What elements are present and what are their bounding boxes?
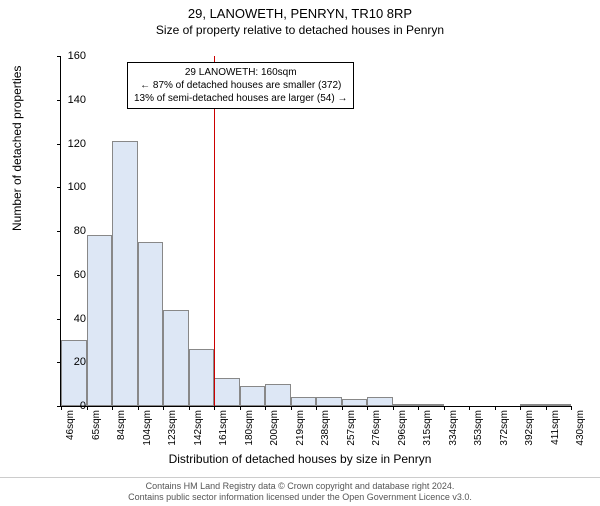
x-tick-label: 392sqm xyxy=(524,410,535,446)
histogram-bar xyxy=(546,404,572,406)
x-tick-mark xyxy=(367,406,368,410)
x-tick-mark xyxy=(469,406,470,410)
x-tick-label: 46sqm xyxy=(65,410,76,440)
x-tick-label: 161sqm xyxy=(218,410,229,446)
x-tick-mark xyxy=(189,406,190,410)
histogram-bar xyxy=(418,404,444,406)
x-tick-mark xyxy=(87,406,88,410)
histogram-bar xyxy=(342,399,368,406)
histogram-bar xyxy=(138,242,164,406)
x-tick-mark xyxy=(393,406,394,410)
x-tick-label: 123sqm xyxy=(167,410,178,446)
x-tick-label: 104sqm xyxy=(142,410,153,446)
y-tick-label: 80 xyxy=(56,225,86,237)
y-tick-label: 140 xyxy=(56,94,86,106)
histogram-bar xyxy=(520,404,546,406)
x-tick-mark xyxy=(520,406,521,410)
footer-line1: Contains HM Land Registry data © Crown c… xyxy=(0,481,600,493)
annotation-line1: 29 LANOWETH: 160sqm xyxy=(134,66,347,79)
x-tick-mark xyxy=(112,406,113,410)
x-tick-label: 276sqm xyxy=(371,410,382,446)
x-tick-label: 84sqm xyxy=(116,410,127,440)
x-tick-mark xyxy=(342,406,343,410)
x-tick-label: 430sqm xyxy=(575,410,586,446)
annotation-box: 29 LANOWETH: 160sqm ← 87% of detached ho… xyxy=(127,62,354,109)
x-tick-mark xyxy=(214,406,215,410)
x-tick-label: 180sqm xyxy=(244,410,255,446)
footer-line2: Contains public sector information licen… xyxy=(0,492,600,504)
y-axis-label: Number of detached properties xyxy=(10,66,24,231)
chart-subtitle: Size of property relative to detached ho… xyxy=(0,23,600,37)
histogram-bar xyxy=(393,404,419,406)
chart-container: 29, LANOWETH, PENRYN, TR10 8RP Size of p… xyxy=(0,6,600,506)
plot-area: 46sqm65sqm84sqm104sqm123sqm142sqm161sqm1… xyxy=(60,56,571,407)
histogram-bar xyxy=(367,397,393,406)
histogram-bar xyxy=(87,235,113,406)
x-tick-label: 334sqm xyxy=(448,410,459,446)
x-tick-mark xyxy=(265,406,266,410)
x-tick-label: 296sqm xyxy=(397,410,408,446)
histogram-bar xyxy=(265,384,291,406)
x-tick-mark xyxy=(546,406,547,410)
x-tick-mark xyxy=(240,406,241,410)
x-tick-mark xyxy=(163,406,164,410)
x-tick-mark xyxy=(495,406,496,410)
x-tick-label: 142sqm xyxy=(193,410,204,446)
histogram-bar xyxy=(316,397,342,406)
histogram-bar xyxy=(163,310,189,406)
x-tick-mark xyxy=(291,406,292,410)
y-tick-label: 40 xyxy=(56,313,86,325)
y-tick-label: 100 xyxy=(56,181,86,193)
histogram-bar xyxy=(189,349,215,406)
x-tick-mark xyxy=(571,406,572,410)
y-tick-label: 160 xyxy=(56,50,86,62)
histogram-bar xyxy=(291,397,317,406)
histogram-bar xyxy=(214,378,240,406)
y-tick-label: 60 xyxy=(56,269,86,281)
x-tick-mark xyxy=(418,406,419,410)
annotation-line3: 13% of semi-detached houses are larger (… xyxy=(134,92,347,105)
x-tick-label: 353sqm xyxy=(473,410,484,446)
annotation-line2: ← 87% of detached houses are smaller (37… xyxy=(134,79,347,92)
x-tick-mark xyxy=(138,406,139,410)
chart-title: 29, LANOWETH, PENRYN, TR10 8RP xyxy=(0,6,600,21)
x-tick-label: 65sqm xyxy=(91,410,102,440)
x-tick-label: 238sqm xyxy=(320,410,331,446)
x-tick-label: 411sqm xyxy=(550,410,561,445)
x-axis-label: Distribution of detached houses by size … xyxy=(0,452,600,466)
x-tick-label: 200sqm xyxy=(269,410,280,446)
x-tick-mark xyxy=(316,406,317,410)
x-tick-label: 257sqm xyxy=(346,410,357,446)
histogram-bar xyxy=(61,340,87,406)
histogram-bar xyxy=(112,141,138,406)
x-tick-label: 372sqm xyxy=(499,410,510,446)
x-tick-label: 219sqm xyxy=(295,410,306,446)
x-tick-label: 315sqm xyxy=(422,410,433,446)
x-tick-mark xyxy=(444,406,445,410)
y-tick-label: 120 xyxy=(56,138,86,150)
y-tick-label: 20 xyxy=(56,356,86,368)
histogram-bar xyxy=(240,386,266,406)
y-tick-label: 0 xyxy=(56,400,86,412)
